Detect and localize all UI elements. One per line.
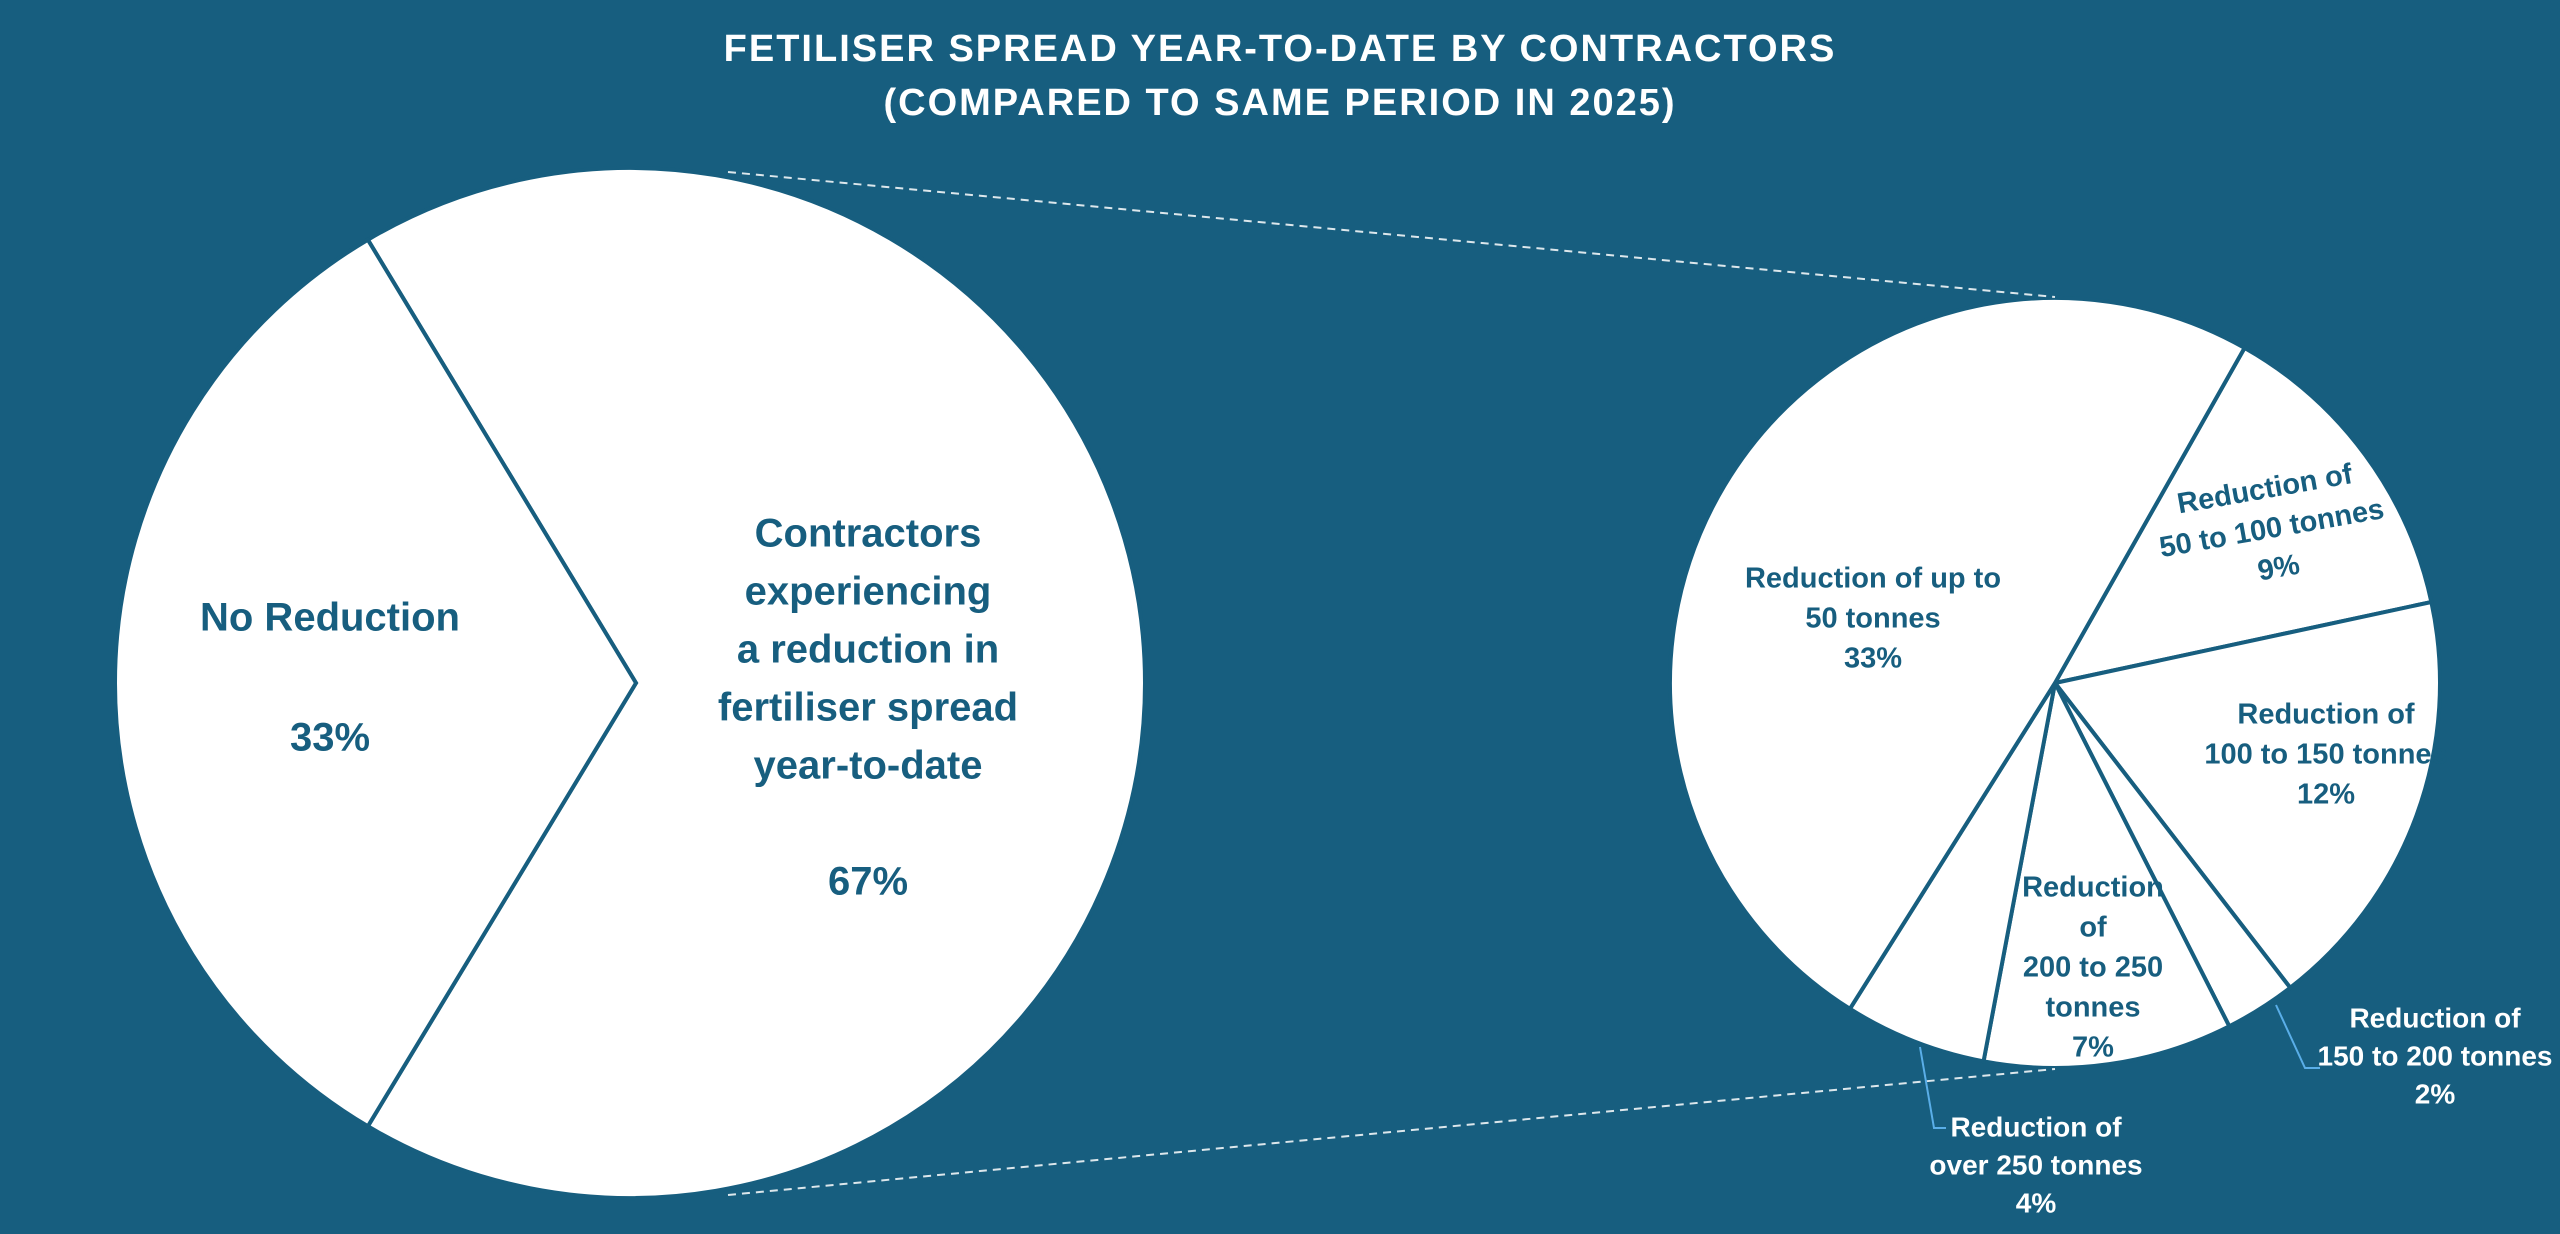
label-150-200-line-3: 2% [2415,1078,2456,1109]
label-reduction-line-5: year-to-date [754,744,983,788]
leader-line-over-250 [1919,1046,1946,1129]
label-200-250-line-5: 7% [2072,1032,2114,1064]
pie-slice-reduction [365,166,1147,1200]
label-100-150-line-1: Reduction of [2237,699,2415,731]
label-100-150-line-3: 12% [2297,779,2355,811]
label-reduction-line-7: 67% [828,860,908,904]
label-reduction-line-3: a reduction in [737,628,999,672]
label-over-250: Reduction of over 250 tonnes 4% [1929,1111,2142,1218]
label-150-200-line-1: Reduction of [2349,1002,2521,1033]
label-150-200-line-2: 150 to 200 tonnes [2318,1040,2553,1071]
label-reduction: Contractors experiencing a reduction in fer… [718,512,1018,904]
leader-line-150-200 [2275,1004,2320,1069]
label-100-150: Reduction of 100 to 150 tonnes 12% [2204,699,2447,811]
label-150-200: Reduction of 150 to 200 tonnes 2% [2318,1002,2553,1109]
pie-slice-100-150 [2051,599,2442,991]
label-reduction-line-4: fertiliser spread [718,686,1018,730]
label-over-250-line-3: 4% [2016,1187,2057,1218]
label-100-150-line-2: 100 to 150 tonnes [2204,739,2447,771]
label-200-250: Reduction of 200 to 250 tonnes 7% [2022,872,2164,1064]
label-up-to-50-line-1: Reduction of up to [1745,563,2001,595]
label-no-reduction-line-3: 33% [290,716,370,760]
pie-slice-up-to-50 [1668,296,2248,1012]
label-reduction-line-2: experiencing [745,570,992,614]
label-200-250-line-3: 200 to 250 [2023,952,2163,984]
label-up-to-50-line-3: 33% [1844,643,1902,675]
label-over-250-line-2: over 250 tonnes [1929,1149,2142,1180]
pie-slice-over-250 [1847,681,2057,1064]
label-up-to-50-line-2: 50 tonnes [1805,603,1940,635]
label-200-250-line-4: tonnes [2045,992,2140,1024]
label-up-to-50: Reduction of up to 50 tonnes 33% [1745,563,2001,675]
connector-line-bottom [727,1068,2056,1196]
label-no-reduction: No Reduction 33% [200,596,460,760]
label-200-250-line-1: Reduction [2022,872,2164,904]
chart-title: FETILISER SPREAD YEAR-TO-DATE BY CONTRAC… [0,22,2560,130]
label-50-100-line-3: 9% [2255,549,2302,588]
pie-slice-200-250 [1981,676,2232,1070]
pie-slice-50-100 [2051,345,2434,686]
pie-slice-no-reduction [113,236,639,1130]
label-200-250-line-2: of [2079,912,2107,944]
chart-title-line-2: (COMPARED TO SAME PERIOD IN 2025) [883,82,1677,124]
label-no-reduction-line-1: No Reduction [200,596,460,640]
connector-line-top [727,171,2056,298]
chart-title-line-1: FETILISER SPREAD YEAR-TO-DATE BY CONTRAC… [723,28,1837,70]
label-reduction-line-1: Contractors [755,512,982,556]
label-over-250-line-1: Reduction of [1950,1111,2122,1142]
